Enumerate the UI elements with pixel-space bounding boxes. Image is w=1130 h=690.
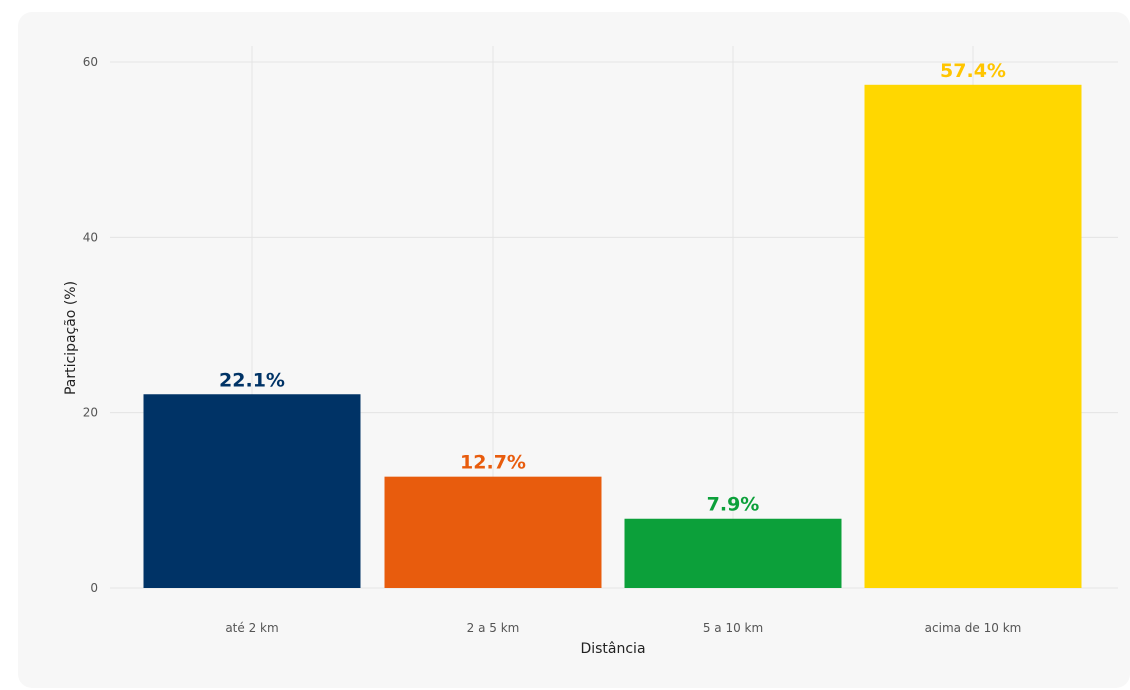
bar-value-label: 22.1% — [219, 369, 285, 391]
y-tick-label: 0 — [90, 581, 98, 595]
bar — [624, 518, 842, 588]
x-tick-label: até 2 km — [225, 621, 278, 635]
data-labels: 22.1% 12.7% 7.9% 57.4% — [219, 60, 1006, 516]
bar-value-label: 7.9% — [707, 494, 760, 516]
y-tick-label: 20 — [83, 406, 98, 420]
x-tick-label: 2 a 5 km — [467, 621, 520, 635]
x-tick-label: 5 a 10 km — [703, 621, 763, 635]
y-tick-label: 40 — [83, 230, 98, 244]
y-axis-title: Participação (%) — [63, 281, 79, 395]
bar — [864, 84, 1082, 588]
bar-value-label: 57.4% — [940, 60, 1006, 82]
bars — [143, 84, 1082, 588]
x-axis-title: Distância — [580, 641, 645, 657]
bar-value-label: 12.7% — [460, 452, 526, 474]
y-axis: 0 20 40 60 — [83, 55, 98, 595]
x-tick-label: acima de 10 km — [925, 621, 1022, 635]
x-axis: até 2 km 2 a 5 km 5 a 10 km acima de 10 km — [225, 621, 1021, 635]
bar — [384, 476, 602, 588]
y-tick-label: 60 — [83, 55, 98, 69]
bar — [143, 394, 361, 588]
